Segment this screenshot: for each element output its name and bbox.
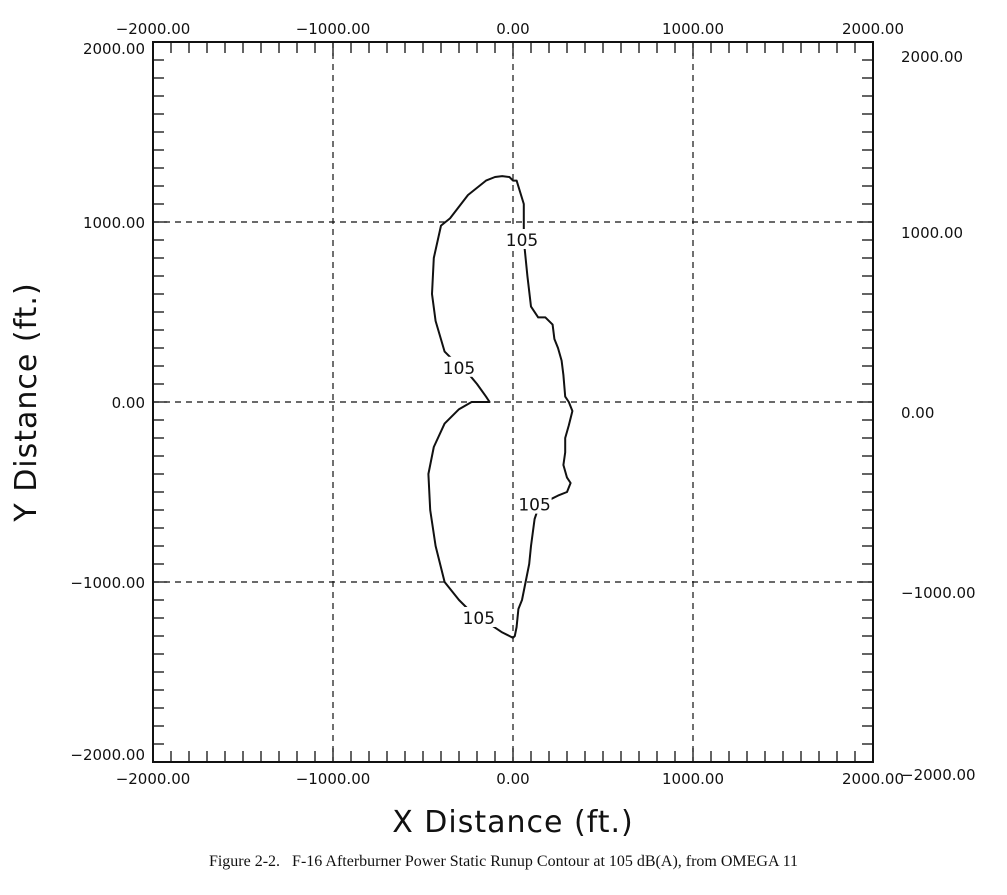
- x-tick-label-bottom: 1000.00: [662, 770, 724, 788]
- tick-labels: −2000.00 −2000.00 −2000.00 −2000.00 −1000.00…: [70, 20, 975, 788]
- contour-label: 105: [463, 609, 495, 629]
- y-tick-label-left: 2000.00: [83, 40, 145, 58]
- x-tick-label-bottom: 0.00: [496, 770, 529, 788]
- contour-label-background: [505, 229, 539, 249]
- y-tick-label-left: −1000.00: [70, 574, 145, 592]
- series-layer: 105 105 105 105: [427, 175, 574, 639]
- x-tick-label-bottom: −1000.00: [296, 770, 371, 788]
- y-tick-label-right: 2000.00: [901, 48, 963, 66]
- y-tick-label-right: −1000.00: [901, 584, 976, 602]
- y-tick-label-left: −2000.00: [70, 746, 145, 764]
- x-tick-label-top: 2000.00: [842, 20, 904, 38]
- y-tick-label-right: −2000.00: [901, 766, 976, 784]
- x-tick-label-bottom: −2000.00: [116, 770, 191, 788]
- x-tick-label-bottom: 2000.00: [842, 770, 904, 788]
- axis-ticks: [153, 42, 873, 762]
- y-tick-label-right: 0.00: [901, 404, 934, 422]
- x-tick-label-top: 1000.00: [662, 20, 724, 38]
- grid-lines: [153, 42, 873, 762]
- contour-label: 105: [518, 496, 550, 516]
- y-tick-label-left: 1000.00: [83, 214, 145, 232]
- figure-caption: Figure 2-2. F-16 Afterburner Power Stati…: [208, 853, 799, 870]
- contour-label-background: [517, 493, 552, 514]
- contour-label-background: [461, 607, 496, 627]
- contour-label: 105: [506, 231, 538, 251]
- x-tick-label-top: −1000.00: [296, 20, 371, 38]
- y-tick-label-left: 0.00: [112, 394, 145, 412]
- x-tick-label-top: 0.00: [496, 20, 529, 38]
- contour-label-background: [442, 356, 476, 377]
- x-tick-label-top: −2000.00: [116, 20, 191, 38]
- contour-line-105: [427, 175, 574, 639]
- contour-label: 105: [443, 359, 475, 379]
- y-axis-title: Y Distance (ft.): [9, 282, 44, 522]
- plot-area-frame: [152, 41, 874, 763]
- x-axis-title: X Distance (ft.): [392, 805, 634, 840]
- y-tick-label-right: 1000.00: [901, 224, 963, 242]
